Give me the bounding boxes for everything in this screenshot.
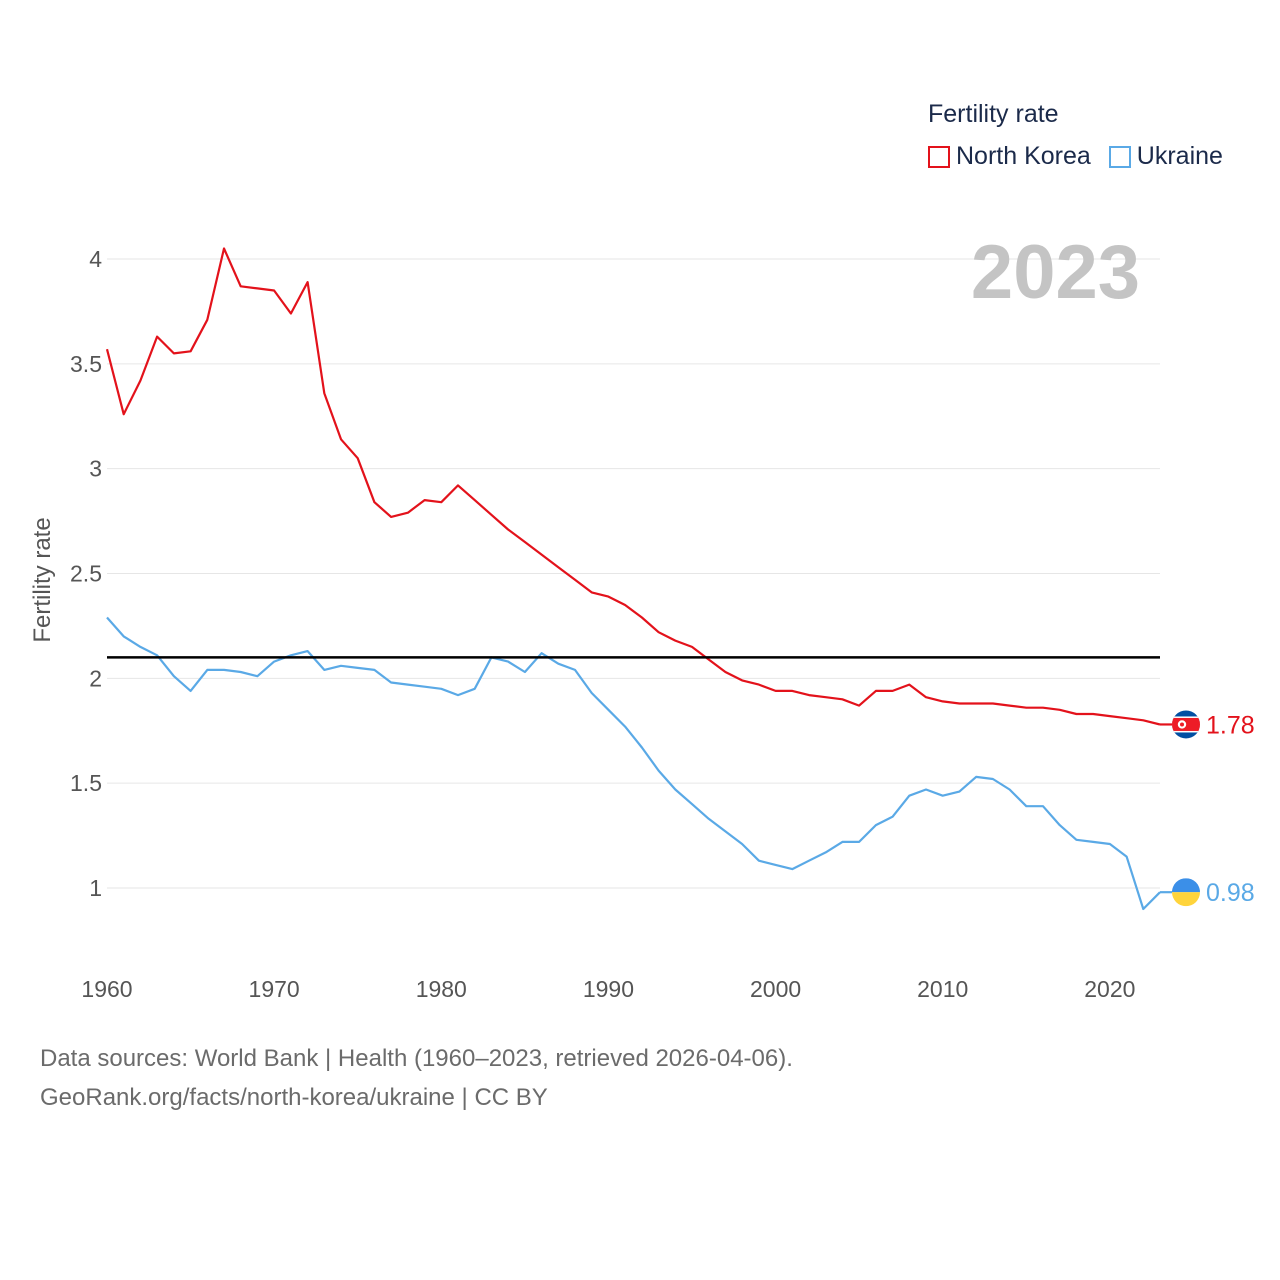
end-markers: 1.78 0.98 xyxy=(1160,710,1255,907)
footer-link[interactable]: GeoRank.org/facts/north-korea/ukraine | … xyxy=(40,1084,548,1111)
ukraine-flag-icon xyxy=(1172,878,1200,907)
legend-item-ukraine[interactable]: Ukraine xyxy=(1108,142,1223,171)
flag-star xyxy=(1180,722,1184,727)
legend-label-north-korea: North Korea xyxy=(956,142,1091,170)
series-line-ukraine xyxy=(106,616,1161,911)
flag-blue xyxy=(1172,878,1200,893)
y-tick-label: 1 xyxy=(89,875,102,901)
x-tick-label: 2000 xyxy=(750,976,801,1002)
y-tick-label: 3 xyxy=(89,456,102,482)
legend-title: Fertility rate xyxy=(928,100,1059,128)
y-axis-label: Fertility rate xyxy=(29,517,56,642)
x-tick-label: 1970 xyxy=(249,976,300,1002)
y-tick-label: 1.5 xyxy=(70,770,102,796)
end-value-label: 1.78 xyxy=(1206,711,1255,739)
x-tick-label: 1990 xyxy=(583,976,634,1002)
legend-swatch-ukraine xyxy=(1108,145,1131,168)
legend-item-north-korea[interactable]: North Korea xyxy=(928,142,1091,171)
footer-sources: Data sources: World Bank | Health (1960–… xyxy=(40,1045,793,1072)
grid-lines xyxy=(107,258,1160,889)
x-tick-label: 1980 xyxy=(416,976,467,1002)
north-korea-flag-icon xyxy=(1172,710,1200,739)
legend-swatch-north-korea xyxy=(928,145,950,168)
y-axis-ticks: 1 1.5 2 2.5 3 3.5 4 xyxy=(70,246,102,901)
legend: North Korea Ukraine xyxy=(928,142,1241,171)
year-label: 2023 xyxy=(971,230,1140,315)
flag-body xyxy=(1172,878,1200,907)
y-tick-label: 4 xyxy=(89,246,102,272)
end-value-label: 0.98 xyxy=(1206,879,1255,907)
y-tick-label: 3.5 xyxy=(70,351,102,377)
legend-label-ukraine: Ukraine xyxy=(1136,142,1223,170)
x-tick-label: 2020 xyxy=(1084,976,1135,1002)
series-lines xyxy=(105,247,1161,911)
y-tick-label: 2.5 xyxy=(70,561,102,587)
series-line-north-korea xyxy=(105,247,1161,726)
y-tick-label: 2 xyxy=(89,665,102,691)
flag-yellow xyxy=(1172,892,1200,907)
x-tick-label: 1960 xyxy=(81,976,132,1002)
x-axis-ticks: 1960 1970 1980 1990 2000 2010 2020 xyxy=(81,976,1135,1002)
flag-body xyxy=(1172,710,1200,739)
x-tick-label: 2010 xyxy=(917,976,968,1002)
